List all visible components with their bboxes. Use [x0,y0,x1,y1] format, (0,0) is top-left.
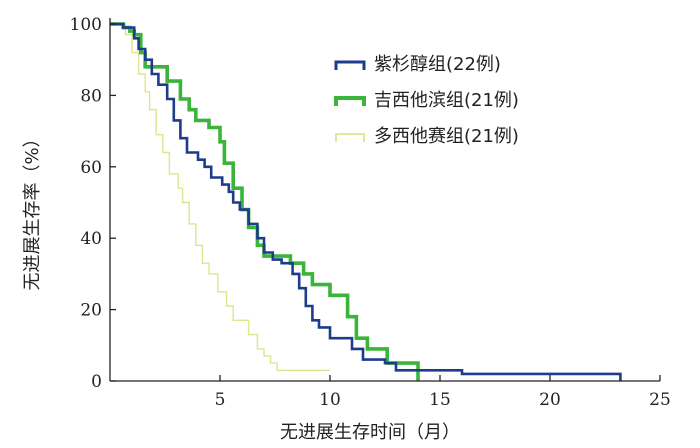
x-tick-label: 15 [429,390,451,410]
y-tick-label: 0 [91,372,102,392]
legend-swatch-gemcitabine [334,96,366,106]
y-tick-label: 100 [70,15,102,35]
x-tick-label: 25 [649,390,671,410]
y-tick-label: 20 [80,301,102,321]
legend-item-gemcitabine: 吉西他滨组(21例) [334,90,519,111]
x-axis-title: 无进展生存时间（月） [280,422,460,443]
x-tick-label: 10 [319,390,341,410]
legend-label-docetaxel: 多西他赛组(21例) [374,126,519,147]
series-layer [110,22,622,381]
legend-swatch-paclitaxel [334,60,366,70]
y-axis-title: 无进展生存率（%） [22,129,43,290]
legend-label-paclitaxel: 紫杉醇组(22例) [374,54,501,75]
x-tick-label: 20 [539,390,561,410]
ticks-layer: 0 20 40 60 80 100 5 10 15 20 25 [70,15,671,410]
legend-item-paclitaxel: 紫杉醇组(22例) [334,54,501,75]
y-tick-label: 40 [80,229,102,249]
series-line-paclitaxel [110,22,622,381]
y-tick-label: 60 [80,158,102,178]
legend-label-gemcitabine: 吉西他滨组(21例) [374,90,519,111]
legend-swatch-docetaxel [335,133,365,142]
x-tick-label: 5 [215,390,226,410]
series-line-docetaxel [110,23,330,371]
series-line-gemcitabine [110,22,420,381]
y-tick-label: 80 [80,86,102,106]
axes-layer [109,18,660,382]
legend: 紫杉醇组(22例) 吉西他滨组(21例) 多西他赛组(21例) [334,54,519,147]
legend-item-docetaxel: 多西他赛组(21例) [335,126,519,147]
